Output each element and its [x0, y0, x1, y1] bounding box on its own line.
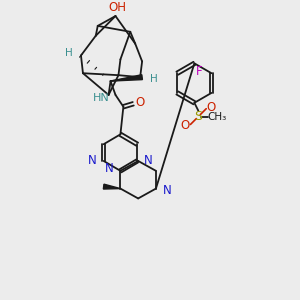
Text: N: N: [88, 154, 97, 167]
Text: OH: OH: [109, 1, 127, 13]
Polygon shape: [103, 184, 120, 189]
Text: H: H: [150, 74, 158, 84]
Text: O: O: [206, 101, 216, 114]
Text: O: O: [181, 119, 190, 132]
Text: N: N: [105, 162, 113, 176]
Polygon shape: [111, 75, 142, 81]
Text: F: F: [196, 65, 202, 78]
Text: HN: HN: [93, 93, 110, 103]
Text: CH₃: CH₃: [207, 112, 227, 122]
Text: N: N: [163, 184, 172, 197]
Text: O: O: [136, 96, 145, 109]
Text: S: S: [194, 110, 202, 123]
Text: H: H: [65, 49, 73, 58]
Text: N: N: [144, 154, 153, 167]
